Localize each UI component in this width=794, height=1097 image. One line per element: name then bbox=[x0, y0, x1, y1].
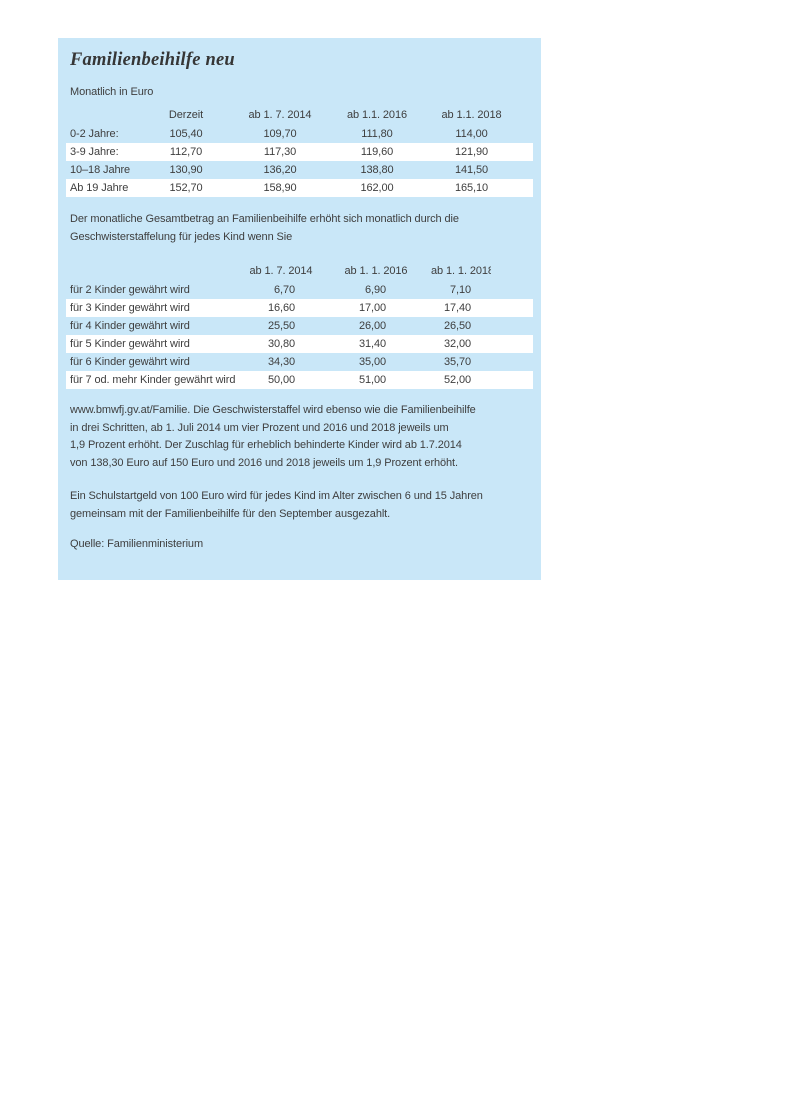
siblings-table-header-2016: ab 1. 1. 2016 bbox=[344, 265, 408, 277]
intro-paragraph: Der monatliche Gesamtbetrag an Familienb… bbox=[70, 213, 459, 243]
siblings-table-header-empty bbox=[66, 261, 241, 281]
table-row: für 4 Kinder gewährt wird 25,50 26,00 26… bbox=[66, 317, 533, 335]
cell-value: 26,50 bbox=[443, 320, 471, 332]
cell-value: 114,00 bbox=[455, 128, 488, 140]
table-row: für 2 Kinder gewährt wird 6,70 6,90 7,10 bbox=[66, 281, 533, 299]
cell-value: 35,00 bbox=[358, 356, 386, 368]
cell-value: 32,00 bbox=[443, 338, 471, 350]
age-table-header-2016: ab 1.1. 2016 bbox=[347, 109, 407, 121]
row-label: 10–18 Jahre bbox=[70, 164, 131, 176]
cell-value: 121,90 bbox=[454, 146, 489, 158]
age-table-header-2018: ab 1.1. 2018 bbox=[441, 109, 502, 121]
cell-value: 105,40 bbox=[169, 128, 203, 140]
cell-value: 117,30 bbox=[263, 146, 297, 158]
schulstartgeld-paragraph: Ein Schulstartgeld von 100 Euro wird für… bbox=[70, 490, 483, 520]
cell-value: 119,60 bbox=[360, 146, 394, 158]
table-row: für 5 Kinder gewährt wird 30,80 31,40 32… bbox=[66, 335, 533, 353]
cell-value: 52,00 bbox=[443, 374, 471, 386]
cell-value: 152,70 bbox=[169, 182, 203, 194]
cell-value: 31,40 bbox=[358, 338, 386, 350]
row-label: für 5 Kinder gewährt wird bbox=[70, 338, 190, 350]
row-label: für 6 Kinder gewährt wird bbox=[70, 356, 190, 368]
row-label: für 2 Kinder gewährt wird bbox=[70, 284, 190, 296]
cell-value: 162,00 bbox=[360, 182, 394, 194]
table-row: 0-2 Jahre: 105,40 109,70 111,80 114,00 bbox=[66, 125, 533, 143]
cell-value: 165,10 bbox=[454, 182, 489, 194]
table-row: 10–18 Jahre 130,90 136,20 138,80 141,50 bbox=[66, 161, 533, 179]
cell-value: 17,00 bbox=[358, 302, 386, 314]
cell-value: 50,00 bbox=[267, 374, 295, 386]
siblings-table-header-2018: ab 1. 1. 2018 bbox=[431, 265, 491, 277]
infobox-subtitle: Monatlich in Euro bbox=[70, 86, 154, 98]
cell-value: 25,50 bbox=[267, 320, 295, 332]
cell-value: 26,00 bbox=[358, 320, 386, 332]
cell-value: 111,80 bbox=[361, 128, 393, 140]
cell-value: 35,70 bbox=[443, 356, 471, 368]
familienbeihilfe-infobox: Familienbeihilfe neu Monatlich in Euro D… bbox=[58, 38, 541, 580]
cell-value: 6,90 bbox=[364, 284, 386, 296]
table-row: für 6 Kinder gewährt wird 34,30 35,00 35… bbox=[66, 353, 533, 371]
table-row: für 3 Kinder gewährt wird 16,60 17,00 17… bbox=[66, 299, 533, 317]
siblings-table-header-2014: ab 1. 7. 2014 bbox=[249, 265, 313, 277]
row-label: für 4 Kinder gewährt wird bbox=[70, 320, 190, 332]
siblings-table-header-row: ab 1. 7. 2014 ab 1. 1. 2016 ab 1. 1. 201… bbox=[66, 261, 533, 281]
row-label: für 7 od. mehr Kinder gewährt wird bbox=[70, 374, 236, 386]
cell-value: 109,70 bbox=[263, 128, 297, 140]
cell-value: 141,50 bbox=[454, 164, 489, 176]
row-label: für 3 Kinder gewährt wird bbox=[70, 302, 190, 314]
age-table-header-row: Derzeit ab 1. 7. 2014 ab 1.1. 2016 ab 1.… bbox=[66, 105, 533, 125]
infobox-title: Familienbeihilfe neu bbox=[70, 50, 235, 70]
cell-value: 136,20 bbox=[263, 164, 297, 176]
familienbeihilfe-age-table: Derzeit ab 1. 7. 2014 ab 1.1. 2016 ab 1.… bbox=[66, 105, 533, 197]
geschwisterstaffelung-table: ab 1. 7. 2014 ab 1. 1. 2016 ab 1. 1. 201… bbox=[66, 261, 533, 389]
cell-value: 112,70 bbox=[169, 146, 203, 158]
details-paragraph: www.bmwfj.gv.at/Familie. Die Geschwister… bbox=[70, 404, 476, 469]
cell-value: 130,90 bbox=[169, 164, 203, 176]
cell-value: 51,00 bbox=[358, 374, 386, 386]
row-label: 3-9 Jahre: bbox=[70, 146, 119, 158]
cell-value: 30,80 bbox=[267, 338, 295, 350]
cell-value: 7,10 bbox=[449, 284, 471, 296]
source-credit: Quelle: Familienministerium bbox=[70, 538, 204, 550]
cell-value: 16,60 bbox=[267, 302, 295, 314]
row-label: 0-2 Jahre: bbox=[70, 128, 119, 140]
row-label: Ab 19 Jahre bbox=[70, 182, 129, 194]
cell-value: 17,40 bbox=[443, 302, 471, 314]
siblings-table-header-spacer bbox=[491, 261, 533, 281]
age-table-header-2014: ab 1. 7. 2014 bbox=[248, 109, 312, 121]
age-table-header-empty bbox=[66, 105, 156, 125]
table-row: Ab 19 Jahre 152,70 158,90 162,00 165,10 bbox=[66, 179, 533, 197]
cell-value: 138,80 bbox=[360, 164, 394, 176]
cell-value: 6,70 bbox=[273, 284, 295, 296]
cell-value: 34,30 bbox=[267, 356, 295, 368]
age-table-header-derzeit: Derzeit bbox=[168, 109, 204, 121]
cell-value: 158,90 bbox=[263, 182, 297, 194]
table-row: 3-9 Jahre: 112,70 117,30 119,60 121,90 bbox=[66, 143, 533, 161]
table-row: für 7 od. mehr Kinder gewährt wird 50,00… bbox=[66, 371, 533, 389]
